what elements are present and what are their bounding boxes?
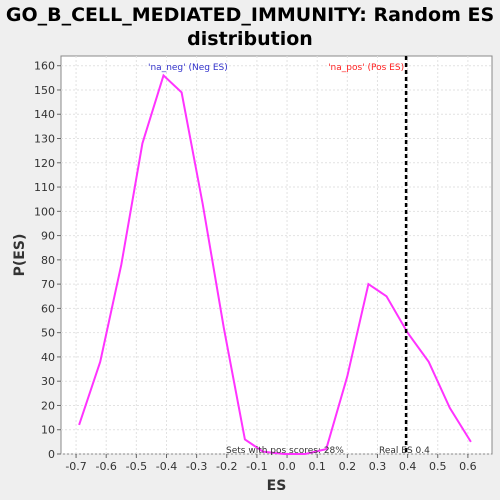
y-tick-label: 0	[48, 448, 55, 461]
x-tick-label: -0.6	[95, 460, 116, 473]
x-tick-label: 0.3	[369, 460, 387, 473]
y-tick-label: 70	[41, 278, 55, 291]
y-tick-label: 30	[41, 375, 55, 388]
y-tick-label: 120	[34, 157, 55, 170]
y-tick-label: 160	[34, 60, 55, 73]
x-tick-label: -0.1	[246, 460, 267, 473]
x-tick-label: -0.4	[156, 460, 177, 473]
x-tick-label: -0.7	[65, 460, 86, 473]
x-tick-label: 0.5	[429, 460, 447, 473]
plot-area	[60, 55, 493, 455]
x-tick-label: -0.3	[186, 460, 207, 473]
y-tick-label: 140	[34, 108, 55, 121]
x-axis-label: ES	[267, 478, 287, 494]
y-axis-label: P(ES)	[12, 234, 28, 277]
y-tick-label: 90	[41, 230, 55, 243]
x-tick-label: 0.1	[308, 460, 326, 473]
x-tick-label: -0.2	[216, 460, 237, 473]
pos-scores-label: Sets with pos scores: 28%	[226, 446, 344, 456]
y-axis-ticks: 0 10 20 30 40 50 60 70 80 90 100 110 120 130 140 150 160	[34, 60, 61, 461]
real-es-label: Real ES 0.4	[379, 446, 430, 456]
chart-title-line-1: GO_B_CELL_MEDIATED_IMMUNITY: Random ES	[5, 4, 495, 26]
y-tick-label: 40	[41, 351, 55, 364]
y-tick-label: 20	[41, 399, 55, 412]
x-tick-label: 0.4	[399, 460, 417, 473]
neg-es-label: 'na_neg' (Neg ES)	[148, 63, 228, 73]
y-tick-label: 50	[41, 327, 55, 340]
y-tick-label: 150	[34, 84, 55, 97]
x-tick-label: 0.6	[459, 460, 477, 473]
pos-es-label: 'na_pos' (Pos ES)	[328, 63, 404, 73]
y-tick-label: 110	[34, 181, 55, 194]
y-tick-label: 80	[41, 254, 55, 267]
y-tick-label: 100	[34, 205, 55, 218]
x-tick-label: 0.2	[339, 460, 357, 473]
y-tick-label: 10	[41, 424, 55, 437]
chart-title-line-2: distribution	[187, 28, 313, 50]
y-tick-label: 60	[41, 302, 55, 315]
es-distribution-line	[78, 73, 472, 455]
y-tick-label: 130	[34, 133, 55, 146]
x-tick-label: 0.0	[278, 460, 296, 473]
x-axis-ticks: -0.7 -0.6 -0.5 -0.4 -0.3 -0.2 -0.1 0.0 0.1 0.2 0.3…	[65, 454, 477, 473]
x-tick-label: -0.5	[126, 460, 147, 473]
